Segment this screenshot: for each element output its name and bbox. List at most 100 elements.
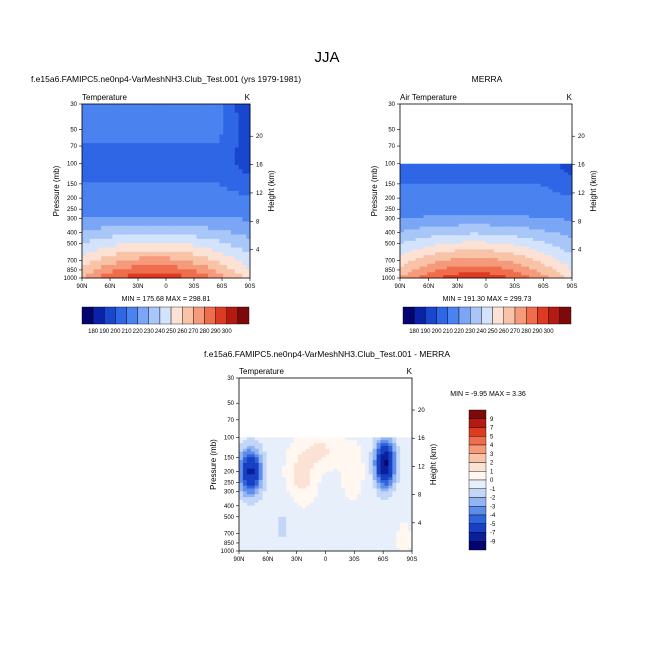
heat-cell [532, 163, 538, 167]
heat-cell [474, 223, 479, 227]
heat-cell [146, 117, 152, 122]
heat-cell [450, 206, 456, 210]
heat-cell [349, 514, 354, 518]
heat-cell [101, 260, 106, 266]
heat-cell [556, 260, 561, 265]
heat-cell [246, 454, 252, 458]
heat-cell [290, 460, 295, 464]
heat-cell [89, 238, 94, 244]
heat-cell [177, 173, 182, 179]
heat-cell [513, 178, 518, 182]
heat-cell [345, 499, 350, 504]
heat-cell [196, 151, 201, 157]
heat-cell [446, 172, 452, 176]
heat-cell [419, 172, 424, 176]
heat-cell [486, 269, 491, 273]
heat-cell [166, 117, 171, 122]
heat-cell [505, 203, 510, 207]
heat-cell [246, 230, 251, 235]
heat-cell [254, 471, 260, 475]
heat-cell [305, 437, 311, 441]
heat-cell [532, 243, 538, 247]
heat-cell [250, 502, 256, 506]
heat-cell [329, 508, 334, 512]
heat-cell [242, 199, 247, 205]
heat-cell [443, 232, 448, 236]
heat-cell [474, 203, 479, 207]
heat-cell [380, 491, 385, 495]
heat-cell [470, 272, 475, 276]
heat-cell [242, 208, 247, 214]
heat-cell [462, 263, 467, 267]
heat-cell [435, 243, 440, 247]
heat-cell [411, 175, 417, 179]
heat-cell [482, 269, 487, 273]
heat-cell [380, 437, 385, 441]
heat-cell [372, 494, 378, 498]
heat-cell [450, 169, 456, 173]
heat-cell [254, 454, 260, 458]
heat-cell [489, 240, 495, 245]
heat-cell [85, 243, 91, 248]
heat-cell [489, 252, 495, 256]
heat-cell [497, 226, 503, 230]
heat-cell [242, 138, 247, 144]
heat-cell [146, 217, 152, 222]
heat-cell [450, 272, 456, 276]
heat-cell [286, 471, 291, 475]
heat-cell [124, 169, 129, 174]
heat-cell [139, 186, 144, 192]
heat-cell [200, 256, 205, 261]
heat-cell [227, 104, 232, 109]
heat-cell [400, 508, 405, 512]
heat-cell [93, 204, 98, 209]
heat-cell [127, 243, 133, 248]
heat-cell [120, 208, 125, 214]
heat-cell [454, 212, 460, 216]
heat-cell [450, 235, 456, 239]
heat-cell [466, 249, 471, 253]
heat-cell [388, 514, 393, 518]
heat-cell [108, 147, 113, 153]
heat-cell [501, 269, 506, 273]
heat-cell [568, 172, 573, 176]
heat-cell [525, 246, 530, 250]
heat-cell [458, 238, 463, 242]
heat-cell [400, 206, 405, 210]
heat-cell [258, 443, 263, 447]
heat-cell [262, 454, 267, 458]
heat-cell [392, 499, 397, 504]
heat-cell [509, 175, 514, 179]
heat-cell [435, 186, 440, 190]
heat-cell [101, 169, 106, 174]
heat-cell [356, 474, 362, 478]
heat-cell [376, 454, 381, 458]
heat-cell [470, 203, 475, 207]
heat-cell [450, 192, 456, 196]
heat-cell [540, 235, 546, 239]
heat-cell [388, 508, 393, 512]
heat-cell [254, 474, 260, 478]
heat-cell [431, 238, 436, 242]
heat-cell [166, 251, 171, 257]
heat-cell [158, 147, 163, 153]
heat-cell [139, 247, 144, 253]
heat-cell [517, 272, 522, 276]
heat-cell [470, 266, 475, 270]
heat-cell [325, 516, 330, 521]
heat-cell [238, 251, 243, 257]
heat-cell [146, 173, 152, 179]
heat-cell [166, 191, 171, 196]
heat-cell [146, 199, 152, 205]
heat-cell [173, 143, 178, 148]
heat-cell [403, 215, 409, 219]
heat-cell [466, 266, 471, 270]
heat-cell [529, 172, 534, 176]
heat-cell [169, 204, 175, 209]
heat-cell [246, 269, 251, 275]
heat-cell [564, 220, 569, 225]
heat-cell [246, 443, 252, 447]
heat-cell [124, 125, 129, 131]
heat-cell [270, 462, 275, 467]
heat-cell [568, 183, 573, 187]
